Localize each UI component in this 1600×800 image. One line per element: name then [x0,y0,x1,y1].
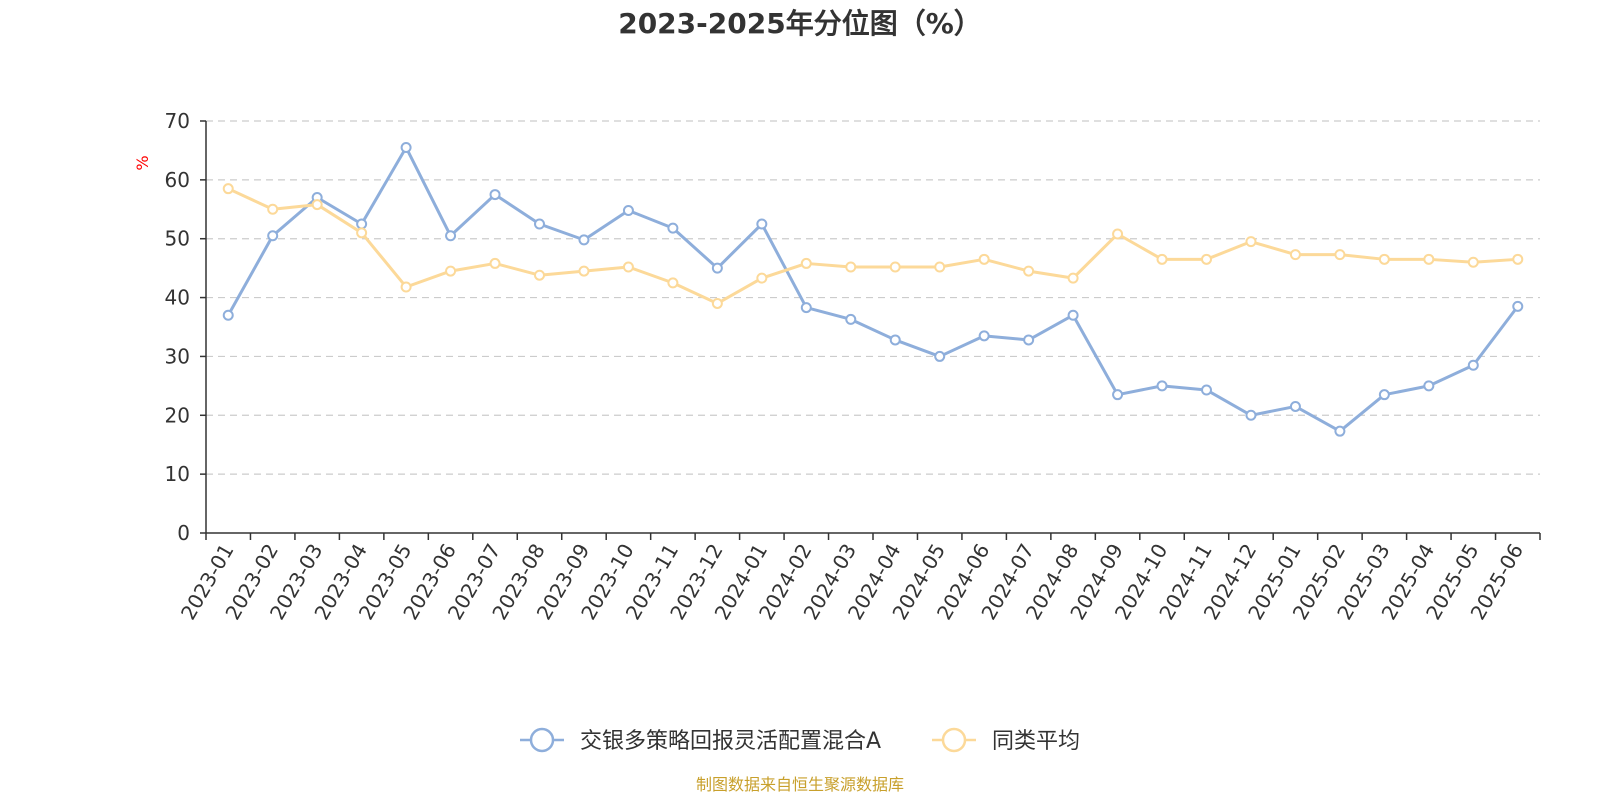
y-tick-label: 60 [165,168,190,192]
data-point [1067,272,1079,284]
data-point [978,330,990,342]
data-point [800,302,812,314]
data-point [889,261,901,273]
data-point [622,261,634,273]
data-point [1201,253,1212,265]
data-point [711,262,723,274]
data-point [1067,309,1079,321]
data-point [356,227,368,239]
data-point [1334,425,1346,437]
axes [200,120,1541,540]
data-point [1378,253,1390,265]
data-point [1512,253,1524,265]
data-point [1245,236,1257,248]
data-point [1512,300,1524,312]
chart-title: 2023-2025年分位图（%） [618,7,982,40]
legend-label: 同类平均 [992,729,1080,754]
series-lines [222,141,1524,437]
legend-item-0[interactable]: 交银多策略回报灵活配置混合A [520,727,881,754]
data-point [489,257,501,269]
data-point [400,141,412,153]
data-point [222,309,234,321]
data-point [845,313,857,325]
data-point [756,272,768,284]
y-tick-label: 50 [165,227,190,251]
data-point [1023,334,1035,346]
data-point [311,199,323,211]
data-point [1156,380,1168,392]
y-tick-label: 20 [165,403,190,427]
y-tick-label: 30 [165,344,190,368]
data-point [978,253,990,265]
grid-lines [206,120,1540,475]
data-point [756,218,768,230]
data-point [1023,265,1035,277]
data-point [356,218,368,230]
data-point [1467,359,1479,371]
source-note: 制图数据来自恒生聚源数据库 [696,775,904,794]
y-tick-labels: 0 10 20 30 40 50 60 70 [165,109,190,545]
legend-item-1[interactable]: 同类平均 [932,727,1080,754]
data-point [1289,400,1301,412]
data-point [1112,389,1124,401]
data-point [534,218,545,230]
data-point [934,350,946,362]
data-point [1378,389,1390,401]
data-point [1423,380,1435,392]
legend-label: 交银多策略回报灵活配置混合A [580,729,881,754]
y-axis-unit: % [133,155,152,170]
data-point [667,277,679,289]
series-line [226,145,1519,433]
data-point [578,234,590,246]
y-tick-label: 0 [177,521,190,545]
legend-swatch-icon [941,727,967,753]
data-point [267,203,279,215]
data-point [400,281,412,293]
data-point [578,265,590,277]
data-point [445,265,457,277]
data-point [534,269,545,281]
x-tick-labels: 2023-012023-022023-032023-042023-052023-… [176,539,1528,623]
data-point [667,222,679,234]
data-point [1201,384,1212,396]
data-point [489,189,501,201]
data-point [1334,249,1346,261]
data-point [1112,228,1124,240]
series-line [227,187,1518,305]
data-point [1423,253,1435,265]
data-point [267,230,279,242]
data-point [1467,256,1479,268]
y-tick-label: 10 [165,462,190,486]
data-point [800,257,812,269]
data-point [934,261,946,273]
legend: 交银多策略回报灵活配置混合A 同类平均 [520,727,1080,754]
legend-swatch-icon [529,727,555,753]
data-point [1245,409,1257,421]
data-point [222,183,234,195]
data-point [711,297,723,309]
data-point [622,204,634,216]
data-point [845,261,857,273]
series-1 [222,183,1524,309]
data-point [889,334,901,346]
data-point [445,230,457,242]
series-0 [222,141,1524,437]
y-tick-label: 70 [165,109,190,133]
data-point [1289,249,1301,261]
y-tick-label: 40 [165,286,190,310]
data-point [1156,253,1168,265]
